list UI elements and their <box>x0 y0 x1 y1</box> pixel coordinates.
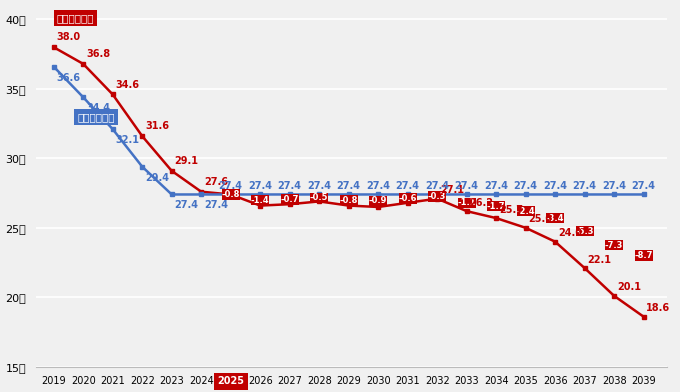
Text: 27.4: 27.4 <box>337 181 360 191</box>
Text: 27.4: 27.4 <box>455 181 479 191</box>
Text: 27.4: 27.4 <box>367 181 390 191</box>
Text: 예상복무인원: 예상복무인원 <box>78 112 115 122</box>
Text: 36.8: 36.8 <box>86 49 110 59</box>
Text: 27.4: 27.4 <box>573 181 596 191</box>
Text: -0.5: -0.5 <box>310 193 328 202</box>
Text: 예상징집인원: 예상징집인원 <box>56 13 94 23</box>
FancyBboxPatch shape <box>575 226 594 236</box>
Text: 27.4: 27.4 <box>219 181 243 191</box>
FancyBboxPatch shape <box>428 191 446 202</box>
Text: -8.7: -8.7 <box>634 251 653 260</box>
FancyBboxPatch shape <box>222 189 240 200</box>
Text: 27.4: 27.4 <box>277 181 302 191</box>
Text: 32.1: 32.1 <box>116 135 139 145</box>
Text: -0.7: -0.7 <box>281 195 299 204</box>
FancyBboxPatch shape <box>398 193 417 204</box>
Text: 24.0: 24.0 <box>558 228 582 238</box>
Text: -0.6: -0.6 <box>398 194 417 203</box>
FancyBboxPatch shape <box>458 198 476 208</box>
Text: 27.1: 27.1 <box>440 185 464 195</box>
Text: -0.9: -0.9 <box>369 196 388 205</box>
Text: 27.4: 27.4 <box>543 181 567 191</box>
FancyBboxPatch shape <box>251 195 269 205</box>
Text: 31.6: 31.6 <box>145 121 169 131</box>
Text: -0.3: -0.3 <box>428 192 446 201</box>
Text: -5.3: -5.3 <box>575 227 594 236</box>
FancyBboxPatch shape <box>369 196 388 206</box>
Text: 34.6: 34.6 <box>116 80 139 89</box>
FancyBboxPatch shape <box>281 194 299 205</box>
Text: 25.7: 25.7 <box>499 205 523 214</box>
Text: -1.7: -1.7 <box>487 202 505 211</box>
Text: -0.8: -0.8 <box>339 196 358 205</box>
Text: -2.4: -2.4 <box>516 207 535 216</box>
Text: 27.4: 27.4 <box>204 200 228 211</box>
FancyBboxPatch shape <box>487 201 505 212</box>
Text: 27.4: 27.4 <box>307 181 331 191</box>
FancyBboxPatch shape <box>605 240 624 250</box>
Text: 22.1: 22.1 <box>588 254 611 265</box>
Text: 34.4: 34.4 <box>86 103 110 113</box>
Text: 18.6: 18.6 <box>647 303 670 313</box>
Text: 20.1: 20.1 <box>617 282 641 292</box>
Text: -1.1: -1.1 <box>458 198 476 207</box>
Text: 29.4: 29.4 <box>145 172 169 183</box>
Text: 27.4: 27.4 <box>396 181 420 191</box>
Text: -0.8: -0.8 <box>222 190 240 199</box>
Text: 27.4: 27.4 <box>632 181 656 191</box>
Text: 27.4: 27.4 <box>602 181 626 191</box>
Text: 27.4: 27.4 <box>175 200 199 211</box>
Text: 27.4: 27.4 <box>248 181 272 191</box>
Text: 26.2: 26.2 <box>469 198 494 208</box>
Text: 36.6: 36.6 <box>56 73 80 83</box>
Text: 25.0: 25.0 <box>528 214 552 224</box>
FancyBboxPatch shape <box>546 213 564 223</box>
FancyBboxPatch shape <box>634 250 653 261</box>
Text: -3.4: -3.4 <box>546 214 564 223</box>
Text: 27.4: 27.4 <box>484 181 508 191</box>
Text: 29.1: 29.1 <box>175 156 199 166</box>
Text: 27.4: 27.4 <box>513 181 538 191</box>
Text: -7.3: -7.3 <box>605 241 624 250</box>
Text: 38.0: 38.0 <box>56 32 81 42</box>
FancyBboxPatch shape <box>310 193 328 203</box>
Text: 27.6: 27.6 <box>204 177 228 187</box>
FancyBboxPatch shape <box>517 206 534 216</box>
Text: -1.4: -1.4 <box>251 196 269 205</box>
Text: 27.4: 27.4 <box>425 181 449 191</box>
FancyBboxPatch shape <box>339 195 358 205</box>
